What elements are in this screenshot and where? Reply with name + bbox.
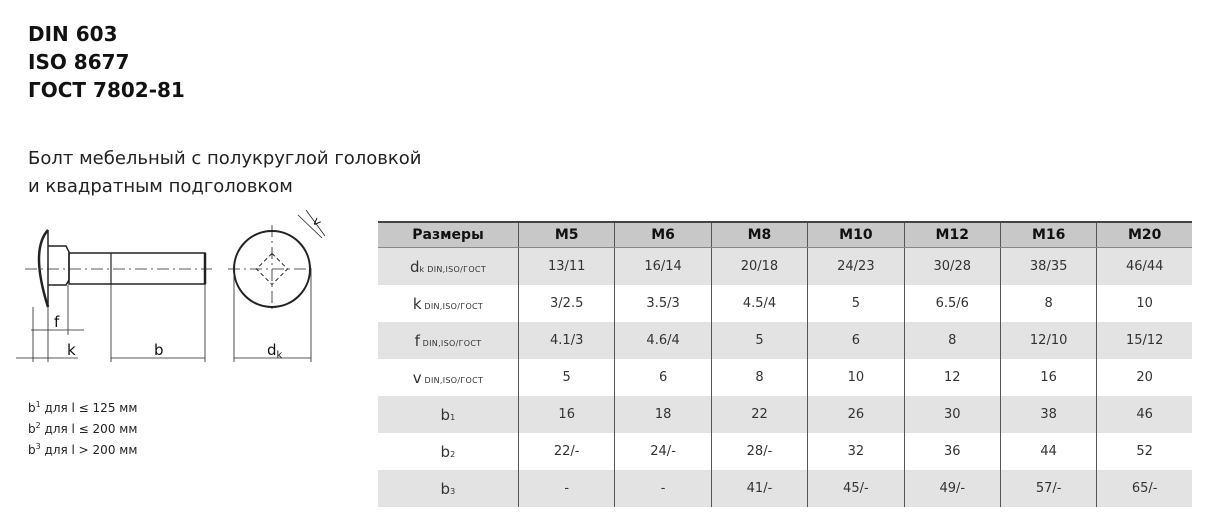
table-cell: 16: [517, 396, 615, 433]
table-cell: 65/-: [1096, 470, 1192, 507]
table-cell: 38/35: [999, 247, 1097, 285]
table-cell: 28/-: [710, 433, 808, 470]
table-cell: 12: [903, 359, 1001, 396]
table-cell: 4.1/3: [517, 322, 615, 359]
table-cell: 16/14: [614, 247, 712, 285]
table-cell: 8: [999, 285, 1097, 322]
row-label: v DIN,ISO/ГОСТ: [412, 368, 484, 387]
table-cell: 4.5/4: [710, 285, 808, 322]
table-cell: 30/28: [903, 247, 1001, 285]
label-k: k: [67, 341, 76, 359]
row-label: dk DIN,ISO/ГОСТ: [378, 247, 519, 285]
description-line: Болт мебельный с полукруглой головкой: [28, 148, 422, 169]
label-v: v: [310, 214, 325, 229]
label-b: b: [154, 341, 164, 359]
standard-din: DIN 603: [28, 22, 118, 46]
table-cell: 5: [807, 285, 905, 322]
table-cell: 5: [517, 359, 615, 396]
bolt-drawing: f k b dk v: [16, 209, 326, 362]
table-cell: -: [614, 470, 712, 507]
table-cell: 8: [710, 359, 808, 396]
table-cell: 52: [1096, 433, 1192, 470]
table-header-row: Размеры M5 M6 M8 M10 M12 M16 M20: [378, 222, 1192, 248]
dimensions-table: Размеры M5 M6 M8 M10 M12 M16 M20 dk DIN,ISO/ГОС…: [378, 221, 1192, 507]
table-cell: 41/-: [710, 470, 808, 507]
table-cell: 24/-: [614, 433, 712, 470]
table-cell: 6.5/6: [903, 285, 1001, 322]
row-label: k DIN,ISO/ГОСТ: [412, 294, 484, 313]
column-header: M5: [517, 222, 615, 248]
table-cell: 10: [807, 359, 905, 396]
standard-gost: ГОСТ 7802-81: [28, 78, 185, 102]
table-cell: 44: [999, 433, 1097, 470]
table-row: dk DIN,ISO/ГОСТ 13/11 16/14 20/18 24/23 30/28…: [378, 247, 1192, 285]
table-cell: 49/-: [903, 470, 1001, 507]
table-cell: 26: [807, 396, 905, 433]
length-notes: b1 для l ≤ 125 мм b2 для l ≤ 200 мм b3 для…: [28, 396, 137, 459]
table-cell: 18: [614, 396, 712, 433]
label-dk: dk: [267, 341, 283, 361]
table-cell: 20/18: [710, 247, 808, 285]
table-cell: 32: [807, 433, 905, 470]
table-cell: 3/2.5: [517, 285, 615, 322]
table-cell: 5: [710, 322, 808, 359]
table-cell: 12/10: [999, 322, 1097, 359]
table-row: b1 16 18 22 26 30 38 46: [378, 396, 1192, 433]
column-header: M8: [710, 222, 808, 248]
table-row: b2 22/- 24/- 28/- 32 36 44 52: [378, 433, 1192, 470]
row-label: f DIN,ISO/ГОСТ: [378, 322, 519, 359]
table-cell: 4.6/4: [614, 322, 712, 359]
column-header: M16: [999, 222, 1097, 248]
note-line: b1 для l ≤ 125 мм: [28, 400, 138, 415]
note-line: b2 для l ≤ 200 мм: [28, 421, 138, 436]
column-header: M10: [807, 222, 905, 248]
table-cell: 22/-: [517, 433, 615, 470]
table-cell: 10: [1096, 285, 1192, 322]
column-header: M20: [1096, 222, 1192, 248]
table-cell: 20: [1096, 359, 1192, 396]
table-cell: 22: [710, 396, 808, 433]
table-cell: 36: [903, 433, 1001, 470]
column-header: Размеры: [378, 222, 519, 248]
column-header: M12: [903, 222, 1001, 248]
column-header: M6: [614, 222, 712, 248]
description-line: и квадратным подголовком: [28, 176, 293, 197]
table-cell: 3.5/3: [614, 285, 712, 322]
table-row: v DIN,ISO/ГОСТ 5 6 8 10 12 16 20: [378, 359, 1192, 396]
table-cell: 16: [999, 359, 1097, 396]
table-cell: 6: [614, 359, 712, 396]
standard-iso: ISO 8677: [28, 50, 130, 74]
note-line: b3 для l > 200 мм: [28, 442, 138, 457]
row-label: b1: [378, 396, 519, 433]
table-cell: 45/-: [807, 470, 905, 507]
product-description: Болт мебельный с полукруглой головкой и …: [28, 145, 422, 201]
table-cell: -: [517, 470, 615, 507]
table-cell: 8: [903, 322, 1001, 359]
row-label: b2: [440, 442, 456, 461]
table-cell: 30: [903, 396, 1001, 433]
label-f: f: [54, 313, 60, 331]
row-label: b3: [378, 470, 519, 507]
table-cell: 24/23: [807, 247, 905, 285]
table-row: f DIN,ISO/ГОСТ 4.1/3 4.6/4 5 6 8 12/10 15/12: [378, 322, 1192, 359]
table-cell: 38: [999, 396, 1097, 433]
table-row: b3- -41/- 45/- 49/- 57/- 65/-: [378, 470, 1192, 507]
table-cell: 15/12: [1096, 322, 1192, 359]
table-cell: 46/44: [1096, 247, 1192, 285]
table-cell: 57/-: [999, 470, 1097, 507]
table-row: k DIN,ISO/ГОСТ 3/2.5 3.5/3 4.5/4 5 6.5/6 8 10: [378, 285, 1192, 322]
table-cell: 6: [807, 322, 905, 359]
table-cell: 46: [1096, 396, 1192, 433]
table-cell: 13/11: [517, 247, 615, 285]
